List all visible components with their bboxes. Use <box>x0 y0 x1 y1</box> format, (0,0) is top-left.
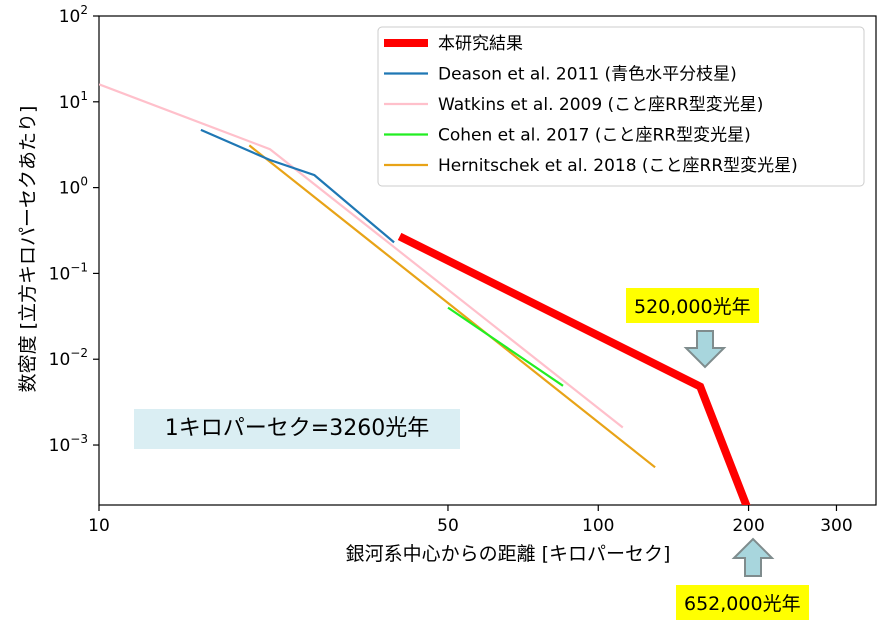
y-tick-label: 101 <box>59 89 88 113</box>
legend-box <box>377 26 865 187</box>
x-tick-label: 300 <box>820 516 852 536</box>
callout-520000: 520,000光年 <box>626 288 759 323</box>
series-line-2 <box>99 83 624 429</box>
arrows <box>683 330 775 577</box>
callout-652000: 652,000光年 <box>676 585 809 620</box>
axis-ticks: 10 50 100 200 300 102 101 100 10−1 10−2 10−3 <box>49 3 853 536</box>
y-tick-label: 100 <box>59 175 88 199</box>
series-line-4 <box>248 144 656 469</box>
conversion-note: 1キロパーセク=3260光年 <box>134 409 460 449</box>
series-line-1 <box>200 128 395 244</box>
legend: 本研究結果 Deason et al. 2011 (青色水平分枝星) Watkins… <box>377 26 865 187</box>
legend-entry: Cohen et al. 2017 (こと座RR型変光星) <box>438 126 751 146</box>
series-line-0 <box>397 232 751 505</box>
legend-entry: Watkins et al. 2009 (こと座RR型変光星) <box>438 95 763 115</box>
x-tick-label: 200 <box>732 516 764 536</box>
series-layer <box>99 83 751 505</box>
series-line-3 <box>447 306 564 387</box>
legend-entry: 本研究結果 <box>438 34 523 54</box>
x-tick-label: 50 <box>437 516 459 536</box>
y-tick-label: 10−3 <box>49 432 88 456</box>
x-tick-label: 100 <box>582 516 614 536</box>
plot-frame <box>98 15 877 506</box>
y-tick-label: 10−2 <box>49 346 88 370</box>
arrow-down-icon <box>683 330 727 369</box>
y-axis-label: 数密度 [立方キロパーセクあたり] <box>17 106 39 393</box>
y-tick-label: 102 <box>59 3 88 27</box>
x-axis-label: 銀河系中心からの距離 [キロパーセク] <box>346 543 671 565</box>
arrow-up-icon <box>731 537 775 577</box>
y-tick-label: 10−1 <box>49 260 88 284</box>
plot-area <box>98 15 877 506</box>
x-tick-label: 10 <box>88 516 110 536</box>
legend-entry: Hernitschek et al. 2018 (こと座RR型変光星) <box>438 156 798 176</box>
legend-entry: Deason et al. 2011 (青色水平分枝星) <box>438 65 737 85</box>
